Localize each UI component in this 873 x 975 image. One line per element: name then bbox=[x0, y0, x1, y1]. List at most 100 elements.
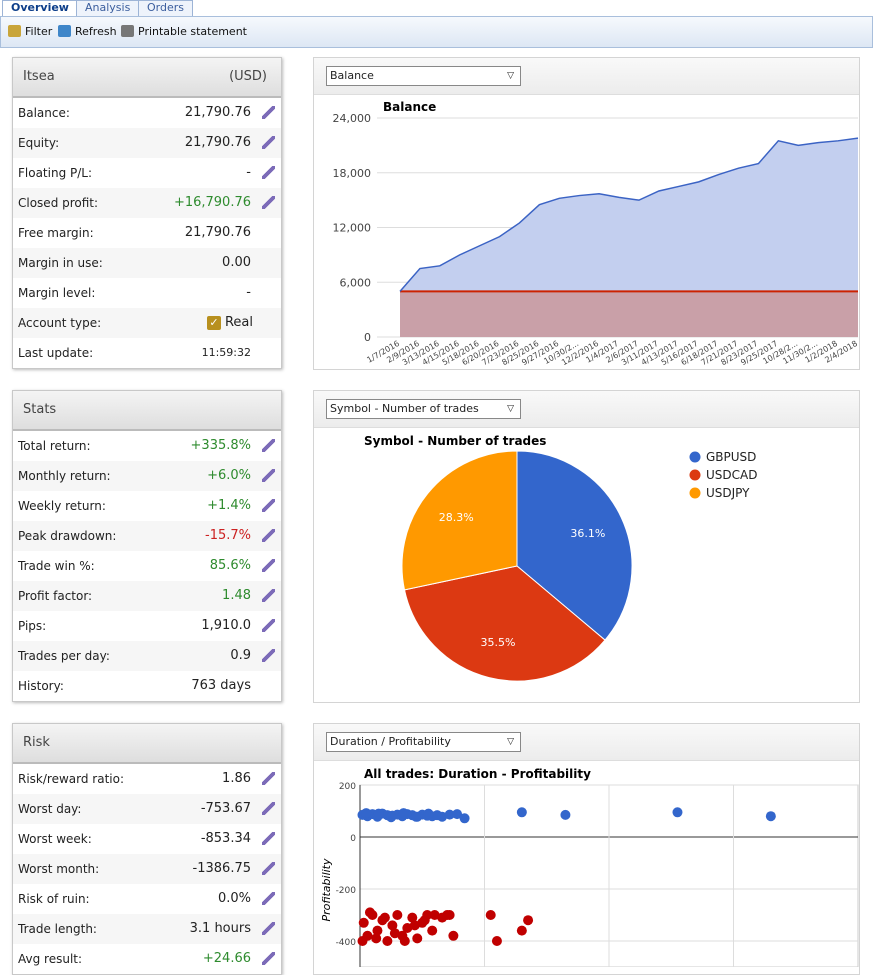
row-value: 3.1 hours bbox=[189, 921, 251, 936]
dropdown-arrow: ▽ bbox=[507, 71, 514, 81]
info-panel: Itsea (USD) Balance: 21,790.76 Equity: 21,790… bbox=[12, 57, 282, 369]
row-label: History: bbox=[18, 679, 64, 693]
panel-title: Stats bbox=[23, 402, 57, 417]
info-row: Margin level: - bbox=[13, 278, 281, 308]
edit-icon[interactable] bbox=[262, 529, 275, 542]
info-row: Trade length: 3.1 hours bbox=[13, 914, 281, 944]
toolbar-icon bbox=[121, 25, 134, 37]
row-value: -1386.75 bbox=[192, 861, 251, 876]
row-value: -15.7% bbox=[205, 528, 251, 543]
info-row: History: 763 days bbox=[13, 671, 281, 701]
info-row: Profit factor: 1.48 bbox=[13, 581, 281, 611]
row-value: 85.6% bbox=[209, 558, 251, 573]
edit-icon[interactable] bbox=[262, 922, 275, 935]
row-value: 1,910.0 bbox=[201, 618, 251, 633]
row-value: 1.86 bbox=[222, 771, 251, 786]
edit-icon[interactable] bbox=[262, 589, 275, 602]
edit-icon[interactable] bbox=[262, 802, 275, 815]
chart-panel: Duration / Profitability ▽ bbox=[313, 723, 860, 975]
panel-header: Itsea (USD) bbox=[13, 58, 281, 98]
info-row: Trade win %: 85.6% bbox=[13, 551, 281, 581]
row-label: Last update: bbox=[18, 346, 94, 360]
dropdown[interactable]: Balance ▽ bbox=[326, 66, 521, 86]
row-value: 763 days bbox=[191, 678, 251, 693]
chart-panel: Balance ▽ bbox=[313, 57, 860, 370]
tab[interactable]: Orders bbox=[138, 0, 193, 16]
row-value: 0.9 bbox=[230, 648, 251, 663]
row-value: +335.8% bbox=[190, 438, 251, 453]
checkbox: ✓ bbox=[207, 316, 221, 330]
edit-icon[interactable] bbox=[262, 439, 275, 452]
edit-icon[interactable] bbox=[262, 196, 275, 209]
info-row: Worst month: -1386.75 bbox=[13, 854, 281, 884]
edit-icon[interactable] bbox=[262, 892, 275, 905]
toolbar: Filter Refresh Printable statement bbox=[0, 16, 873, 48]
info-panel: Stats Total return: +335.8% Monthly return:… bbox=[12, 390, 282, 702]
row-label: Margin in use: bbox=[18, 256, 103, 270]
edit-icon[interactable] bbox=[262, 166, 275, 179]
row-label: Floating P/L: bbox=[18, 166, 93, 180]
edit-icon[interactable] bbox=[262, 499, 275, 512]
row-label: Margin level: bbox=[18, 286, 96, 300]
row-label: Total return: bbox=[18, 439, 91, 453]
toolbar-button[interactable]: Printable statement bbox=[138, 25, 247, 38]
info-row: Worst day: -753.67 bbox=[13, 794, 281, 824]
row-label: Weekly return: bbox=[18, 499, 106, 513]
row-value: 21,790.76 bbox=[184, 105, 251, 120]
edit-icon[interactable] bbox=[262, 952, 275, 965]
edit-icon[interactable] bbox=[262, 559, 275, 572]
toolbar-button[interactable]: Filter bbox=[25, 25, 53, 38]
edit-icon[interactable] bbox=[262, 649, 275, 662]
row-label: Profit factor: bbox=[18, 589, 93, 603]
row-label: Worst month: bbox=[18, 862, 100, 876]
chart-panel: Symbol - Number of trades ▽ bbox=[313, 390, 860, 703]
edit-icon[interactable] bbox=[262, 136, 275, 149]
row-value: 11:59:32 bbox=[201, 346, 251, 359]
info-row: Balance: 21,790.76 bbox=[13, 98, 281, 128]
row-label: Avg result: bbox=[18, 952, 83, 966]
chart-header: Balance ▽ bbox=[314, 58, 859, 95]
row-label: Risk of ruin: bbox=[18, 892, 90, 906]
dropdown-text: Symbol - Number of trades bbox=[330, 402, 479, 415]
dropdown[interactable]: Symbol - Number of trades ▽ bbox=[326, 399, 521, 419]
info-row: Floating P/L: - bbox=[13, 158, 281, 188]
info-row: Peak drawdown: -15.7% bbox=[13, 521, 281, 551]
info-panel: Risk Risk/reward ratio: 1.86 Worst day: -753… bbox=[12, 723, 282, 975]
edit-icon[interactable] bbox=[262, 862, 275, 875]
panel-title: Itsea bbox=[23, 69, 55, 84]
row-label: Account type: bbox=[18, 316, 102, 330]
row-label: Equity: bbox=[18, 136, 60, 150]
toolbar-button[interactable]: Refresh bbox=[75, 25, 117, 38]
chart-header: Symbol - Number of trades ▽ bbox=[314, 391, 859, 428]
info-row: Free margin: 21,790.76 bbox=[13, 218, 281, 248]
chart-header: Duration / Profitability ▽ bbox=[314, 724, 859, 761]
info-row: Account type: Real ✓ bbox=[13, 308, 281, 338]
row-label: Worst day: bbox=[18, 802, 82, 816]
panel-currency: (USD) bbox=[229, 69, 267, 84]
row-label: Peak drawdown: bbox=[18, 529, 117, 543]
info-row: Pips: 1,910.0 bbox=[13, 611, 281, 641]
row-value: - bbox=[246, 285, 251, 300]
edit-icon[interactable] bbox=[262, 772, 275, 785]
row-label: Trade win %: bbox=[18, 559, 95, 573]
row-label: Monthly return: bbox=[18, 469, 111, 483]
toolbar-icon bbox=[58, 25, 71, 37]
edit-icon[interactable] bbox=[262, 469, 275, 482]
edit-icon[interactable] bbox=[262, 106, 275, 119]
tab[interactable]: Overview bbox=[2, 0, 78, 16]
info-row: Monthly return: +6.0% bbox=[13, 461, 281, 491]
info-row: Closed profit: +16,790.76 bbox=[13, 188, 281, 218]
info-row: Equity: 21,790.76 bbox=[13, 128, 281, 158]
dropdown-arrow: ▽ bbox=[507, 737, 514, 747]
info-row: Risk of ruin: 0.0% bbox=[13, 884, 281, 914]
dropdown[interactable]: Duration / Profitability ▽ bbox=[326, 732, 521, 752]
row-label: Balance: bbox=[18, 106, 70, 120]
panel-title: Risk bbox=[23, 735, 50, 750]
row-value: - bbox=[246, 165, 251, 180]
edit-icon[interactable] bbox=[262, 619, 275, 632]
info-row: Avg result: +24.66 bbox=[13, 944, 281, 974]
edit-icon[interactable] bbox=[262, 832, 275, 845]
tab[interactable]: Analysis bbox=[76, 0, 140, 16]
row-value: 21,790.76 bbox=[184, 225, 251, 240]
